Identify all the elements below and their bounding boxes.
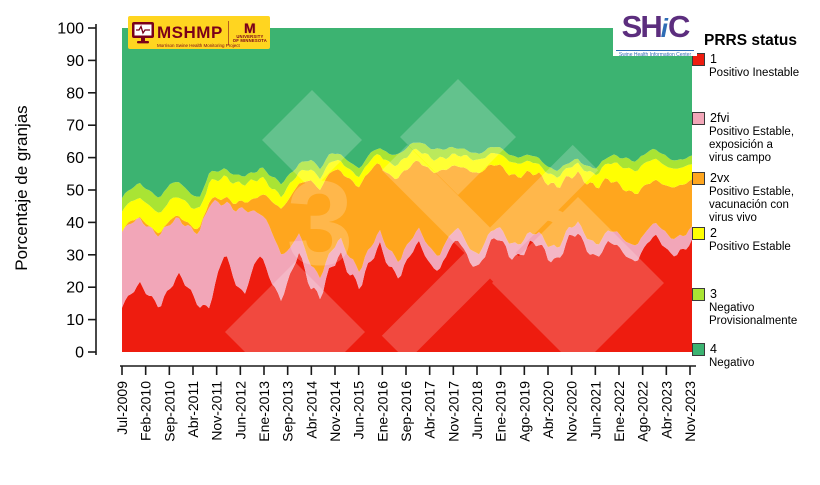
legend-description: Positivo Estable, exposición a virus campo [709,126,795,164]
y-tick-label: 80 [66,85,84,102]
shic-sh: SH [621,9,663,44]
shic-i: i [660,13,668,43]
legend-item-4: 4 Negativo [692,342,754,370]
x-tick-label: Jun-2012 [232,381,248,440]
legend-description: Negativo Provisionalmente [709,302,798,327]
y-tick-label: 20 [66,280,84,297]
shic-logo: SHiC Swine Health Information Center [613,9,697,58]
x-tick-label: Jun-2015 [351,381,367,440]
x-tick-label: Abr-2014 [303,381,319,439]
mshmp-subtitle: Morrison Swine Health Monitoring Project [157,43,240,48]
x-tick-label: Nov-2023 [682,381,698,442]
svg-text:3: 3 [441,96,479,172]
legend-swatch [692,287,705,301]
x-tick-label: Sep-2016 [398,381,414,442]
x-tick-label: Sep-2010 [161,381,177,442]
x-tick-label: Jun-2018 [469,381,485,440]
legend-code: 2fvi [710,111,730,125]
legend-description: Positivo Estable, vacunación con virus viv… [709,186,795,224]
x-tick-label: Nov-2014 [327,381,343,442]
legend-swatch [692,111,705,125]
legend-description: Positivo Estable [709,241,791,253]
x-tick-label: Abr-2023 [658,381,674,439]
x-tick-label: Abr-2017 [422,381,438,439]
legend-item-2fvi: 2fvi Positivo Estable, exposición a virus c… [692,111,794,165]
area-band-2 [122,148,692,234]
umn-line2: of Minnesota [232,38,267,43]
y-tick-label: 100 [57,21,84,38]
x-tick-label: Jun-2021 [587,381,603,440]
y-tick-label: 40 [66,215,84,232]
x-tick-label: Ene-2013 [256,381,272,442]
x-tick-label: Sep-2013 [280,381,296,442]
x-tick-label: Nov-2020 [564,381,580,442]
legend-item-1: 1 Positivo Inestable [692,52,799,80]
area-band-3 [122,142,692,213]
y-tick-label: 50 [66,183,84,200]
shic-wordmark: SHiC [621,9,691,50]
area-band-4 [122,28,692,199]
y-tick-label: 10 [66,312,84,329]
monitor-heartbeat-icon [132,21,154,43]
legend-item-2: 2 Positivo Estable [692,226,791,254]
x-tick-label: Ene-2022 [611,381,627,442]
y-tick-label: 30 [66,247,84,264]
x-tick-label: Nov-2017 [445,381,461,442]
x-tick-label: Feb-2010 [138,381,154,441]
svg-text:3: 3 [287,156,354,290]
legend-item-2vx: 2vx Positivo Estable, vacunación con virus … [692,171,794,225]
legend-swatch [692,342,705,356]
legend-code: 2 [710,226,717,240]
legend-swatch [692,226,705,240]
area-band-1 [122,233,692,352]
x-tick-label: Ago-2019 [516,381,532,442]
area-band-2vx [122,160,692,279]
mshmp-logo: MSHMP M University of Minnesota Morrison… [128,16,270,49]
legend-code: 4 [710,342,717,356]
legend-item-3: 3 Negativo Provisionalmente [692,287,797,328]
legend: PRRS status 1 Positivo Inestable 2fvi Posit… [686,0,820,485]
mshmp-wordmark: MSHMP [157,23,223,42]
y-tick-label: 70 [66,118,84,135]
area-band-2fvi [122,200,692,309]
legend-code: 3 [710,287,717,301]
legend-code: 2vx [710,171,730,185]
y-axis-title: Porcentaje de granjas [12,105,31,271]
logo-divider [227,20,229,45]
x-tick-label: Ago-2022 [635,381,651,442]
umn-logo: M University of Minnesota [232,19,267,43]
x-tick-label: Abr-2020 [540,381,556,439]
shic-c: C [667,9,690,44]
x-tick-label: Abr-2011 [185,381,201,438]
umn-line1: University [236,33,264,39]
legend-description: Negativo [709,357,755,369]
x-tick-label: Ene-2019 [493,381,509,442]
y-tick-label: 0 [75,345,84,362]
umn-block-m-icon: M [244,19,256,36]
legend-swatch [692,171,705,185]
svg-text:3: 3 [516,187,577,310]
x-tick-label: Ene-2016 [374,381,390,442]
y-tick-label: 90 [66,53,84,70]
shic-subtitle: Swine Health Information Center [616,50,694,58]
x-tick-label: Jul-2009 [114,381,130,435]
legend-description: Positivo Inestable [709,67,800,79]
legend-code: 1 [710,52,717,66]
legend-title: PRRS status [704,32,798,49]
x-tick-label: Nov-2011 [209,381,225,441]
y-tick-label: 60 [66,150,84,167]
